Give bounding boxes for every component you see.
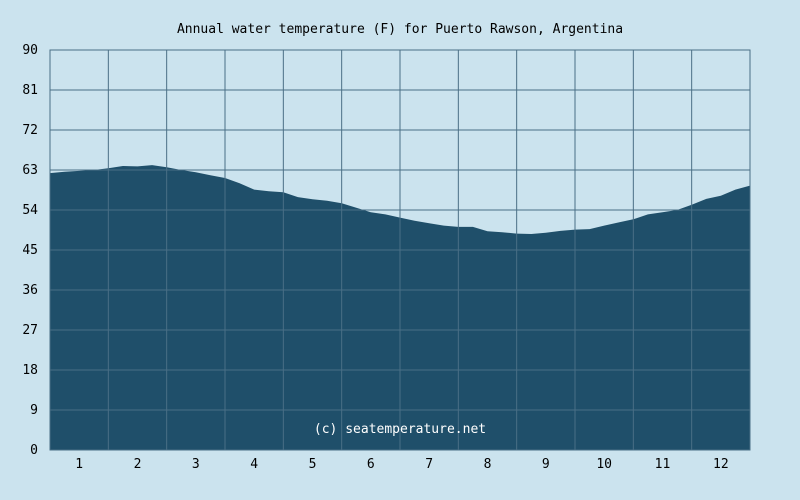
x-tick-label: 3 xyxy=(192,457,200,472)
y-tick-label: 63 xyxy=(22,163,38,178)
y-tick-label: 18 xyxy=(22,363,38,378)
x-tick-label: 12 xyxy=(713,457,729,472)
x-tick-label: 5 xyxy=(309,457,317,472)
x-tick-label: 8 xyxy=(484,457,492,472)
y-tick-label: 36 xyxy=(22,283,38,298)
x-tick-label: 10 xyxy=(596,457,612,472)
x-tick-label: 11 xyxy=(655,457,671,472)
y-tick-label: 0 xyxy=(30,443,38,458)
x-tick-label: 9 xyxy=(542,457,550,472)
x-axis-ticks: 1 2 3 4 5 6 7 8 9 10 11 12 xyxy=(75,457,728,472)
x-tick-label: 7 xyxy=(425,457,433,472)
y-tick-label: 90 xyxy=(22,43,38,58)
copyright-annotation: (c) seatemperature.net xyxy=(314,422,486,437)
y-tick-label: 81 xyxy=(22,83,38,98)
x-tick-label: 2 xyxy=(134,457,142,472)
x-tick-label: 6 xyxy=(367,457,375,472)
x-tick-label: 4 xyxy=(250,457,258,472)
plot-border xyxy=(49,49,751,451)
y-tick-label: 54 xyxy=(22,203,38,218)
chart-title: Annual water temperature (F) for Puerto … xyxy=(177,22,623,37)
y-tick-label: 72 xyxy=(22,123,38,138)
x-tick-label: 1 xyxy=(75,457,83,472)
y-tick-label: 27 xyxy=(22,323,38,338)
y-tick-label: 9 xyxy=(30,403,38,418)
y-axis-ticks: 0 9 18 27 36 45 54 63 72 81 90 xyxy=(22,43,38,458)
y-tick-label: 45 xyxy=(22,243,38,258)
